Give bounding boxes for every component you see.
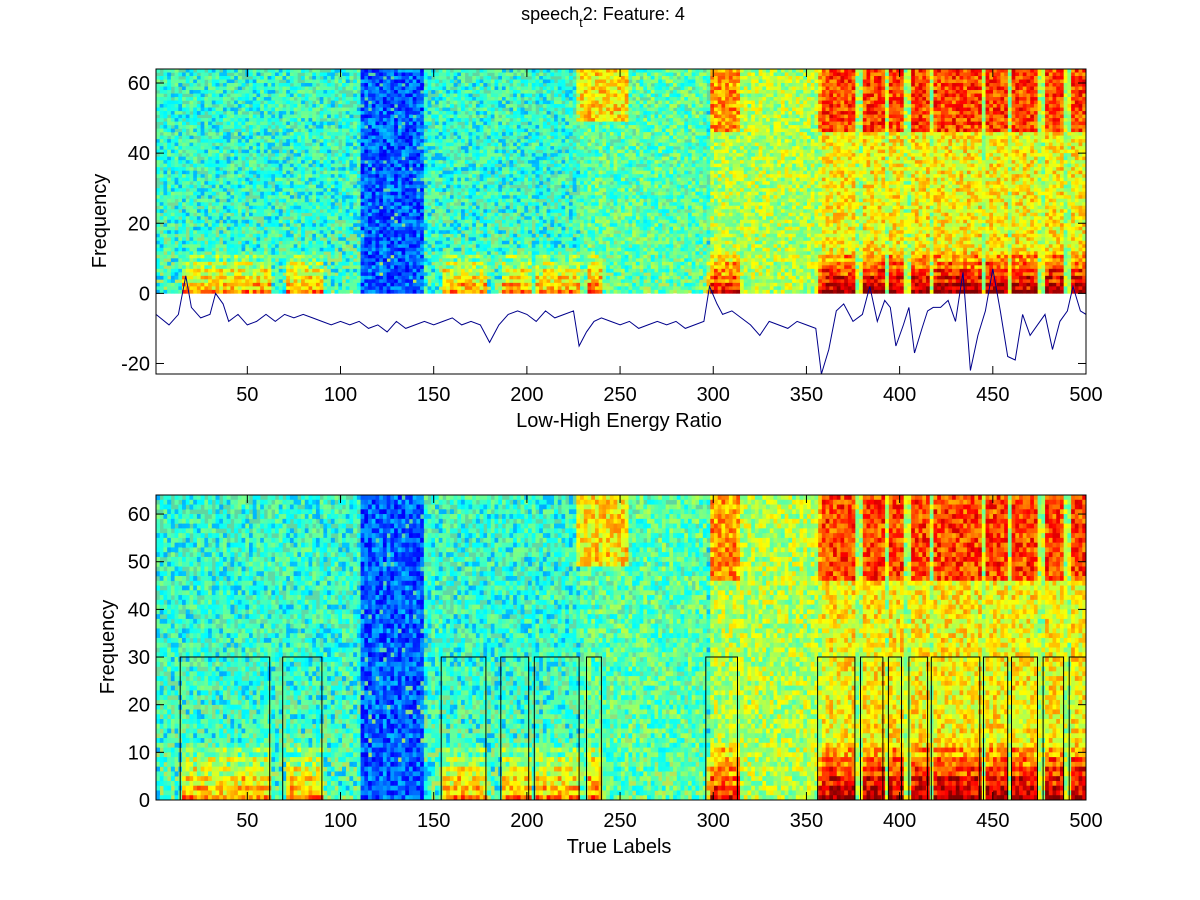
- top-x-ticks: 50 100 150 200 250 300 350 400 450 500: [236, 69, 1103, 406]
- bottom-x-tick-label: 400: [883, 810, 916, 832]
- bottom-x-tick-label: 300: [697, 810, 730, 832]
- top-subplot: 50 100 150 200 250 300 350 400 450 500 -20 0 20 40 60…: [89, 68, 1103, 432]
- bottom-x-tick-label: 150: [417, 810, 450, 832]
- bottom-y-tick-label: 10: [128, 742, 150, 764]
- bottom-x-tick-label: 250: [603, 810, 636, 832]
- top-x-tick-label: 350: [790, 384, 823, 406]
- bottom-x-tick-label: 100: [324, 810, 357, 832]
- true-labels-line: [156, 656, 1086, 800]
- bottom-y-tick-label: 40: [128, 599, 150, 621]
- bottom-x-tick-label: 450: [976, 810, 1009, 832]
- bottom-spectrogram: [156, 495, 1086, 800]
- top-x-tick-label: 150: [417, 384, 450, 406]
- top-x-tick-label: 100: [324, 384, 357, 406]
- bottom-subplot: 50 100 150 200 250 300 350 400 450 500 0 10 20 30 40 5…: [97, 494, 1103, 858]
- top-y-ticks: -20 0 20 40 60: [121, 73, 1086, 375]
- bottom-y-ticks: 0 10 20 30 40 50 60: [128, 504, 1086, 812]
- top-y-tick-label: 0: [139, 283, 150, 305]
- top-y-tick-label: 60: [128, 73, 150, 95]
- figure-title: speecht2: Feature: 4: [521, 4, 685, 30]
- bottom-y-tick-label: 30: [128, 647, 150, 669]
- top-x-tick-label: 450: [976, 384, 1009, 406]
- bottom-y-tick-label: 60: [128, 504, 150, 526]
- bottom-x-tick-label: 350: [790, 810, 823, 832]
- top-y-tick-label: 40: [128, 143, 150, 165]
- bottom-y-tick-label: 20: [128, 695, 150, 717]
- top-y-axis-label: Frequency: [89, 174, 111, 269]
- top-x-tick-label: 200: [510, 384, 543, 406]
- bottom-x-tick-label: 200: [510, 810, 543, 832]
- bottom-x-axis-label: True Labels: [567, 836, 672, 858]
- bottom-y-tick-label: 0: [139, 790, 150, 812]
- top-x-tick-label: 250: [603, 384, 636, 406]
- bottom-x-tick-label: 50: [236, 810, 258, 832]
- bottom-axes-frame: [155, 494, 1087, 801]
- energy-ratio-line: [156, 268, 1086, 374]
- bottom-x-tick-label: 500: [1069, 810, 1102, 832]
- top-y-tick-label: -20: [121, 353, 150, 375]
- bottom-x-ticks: 50 100 150 200 250 300 350 400 450 500: [236, 495, 1103, 832]
- bottom-y-axis-label: Frequency: [97, 600, 119, 695]
- top-spectrogram: [156, 69, 1086, 294]
- top-x-tick-label: 50: [236, 384, 258, 406]
- bottom-y-tick-label: 50: [128, 552, 150, 574]
- top-axes-frame: [155, 68, 1087, 375]
- top-x-axis-label: Low-High Energy Ratio: [516, 410, 722, 432]
- top-x-tick-label: 400: [883, 384, 916, 406]
- top-x-tick-label: 500: [1069, 384, 1102, 406]
- top-y-tick-label: 20: [128, 213, 150, 235]
- top-x-tick-label: 300: [697, 384, 730, 406]
